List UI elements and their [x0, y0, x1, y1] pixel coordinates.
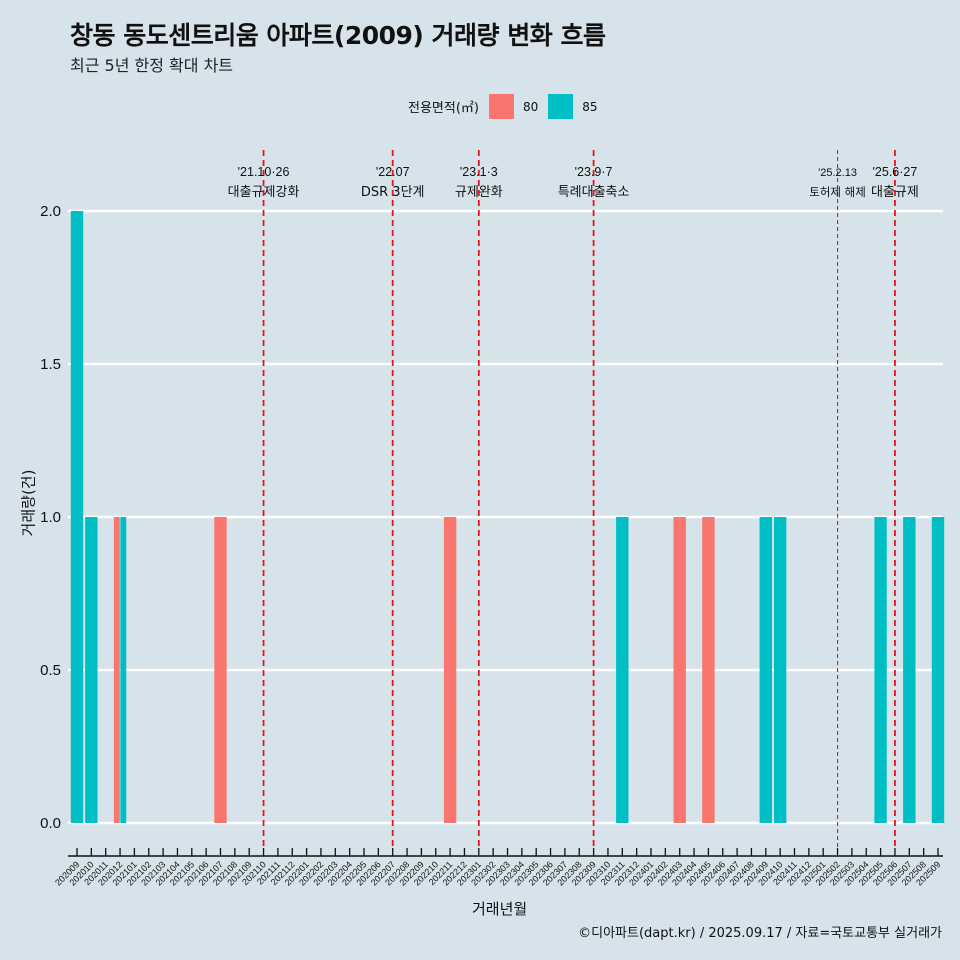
y-tick-label: 1.5	[40, 356, 61, 373]
event-desc-label: 규제완화	[455, 185, 503, 200]
x-axis-title: 거래년월	[472, 900, 528, 918]
legend-swatch-85	[548, 94, 574, 119]
event-date-label: '22.07	[376, 165, 410, 179]
legend-label-85: 85	[582, 99, 598, 114]
bar-80-202107	[214, 517, 227, 823]
legend-label-80: 80	[522, 99, 539, 114]
y-tick-label: 2.0	[40, 203, 61, 220]
event-date-label: '21.10·26	[238, 165, 290, 179]
event-date-label: '25.2.13	[818, 167, 857, 179]
y-tick-label: 1.0	[40, 509, 61, 526]
event-date-label: '23.9·7	[575, 165, 613, 179]
y-tick-label: 0.0	[40, 815, 61, 832]
bar-85-202311	[616, 517, 629, 823]
bar-85-202010	[85, 517, 98, 823]
bar-85-202009	[70, 211, 84, 823]
y-tick-label: 0.5	[40, 662, 61, 679]
chart-title: 창동 동도센트리움 아파트(2009) 거래량 변화 흐름	[70, 21, 606, 50]
chart-subtitle: 최근 5년 한정 확대 차트	[70, 56, 234, 75]
bar-85-202410	[773, 517, 787, 823]
event-desc-label: DSR 3단계	[361, 185, 425, 200]
bar-85-202409	[759, 517, 772, 823]
bar-85-202509	[931, 517, 945, 823]
event-desc-label: 특례대출축소	[558, 185, 630, 200]
event-desc-label: 대출규제	[871, 185, 919, 200]
bar-80-202012	[113, 517, 120, 823]
bar-80-202211	[443, 517, 457, 823]
event-desc-label: 토허제 해제	[809, 185, 866, 199]
legend-title: 전용면적(㎡)	[408, 101, 479, 116]
event-date-label: '25.6·27	[873, 165, 918, 179]
y-axis-title: 거래량(건)	[19, 469, 38, 537]
legend-swatch-80	[488, 94, 514, 119]
event-desc-label: 대출규제강화	[228, 185, 300, 200]
legend: 전용면적(㎡) 80 85	[408, 93, 608, 120]
bar-85-202012	[120, 517, 127, 823]
bar-80-202403	[673, 517, 686, 823]
source-caption: ©디아파트(dapt.kr) / 2025.09.17 / 자료=국토교통부 실…	[578, 926, 942, 941]
bar-85-202507	[903, 517, 916, 823]
event-date-label: '23.1·3	[460, 165, 498, 179]
bar-80-202405	[702, 517, 715, 823]
bar-85-202505	[874, 517, 887, 823]
